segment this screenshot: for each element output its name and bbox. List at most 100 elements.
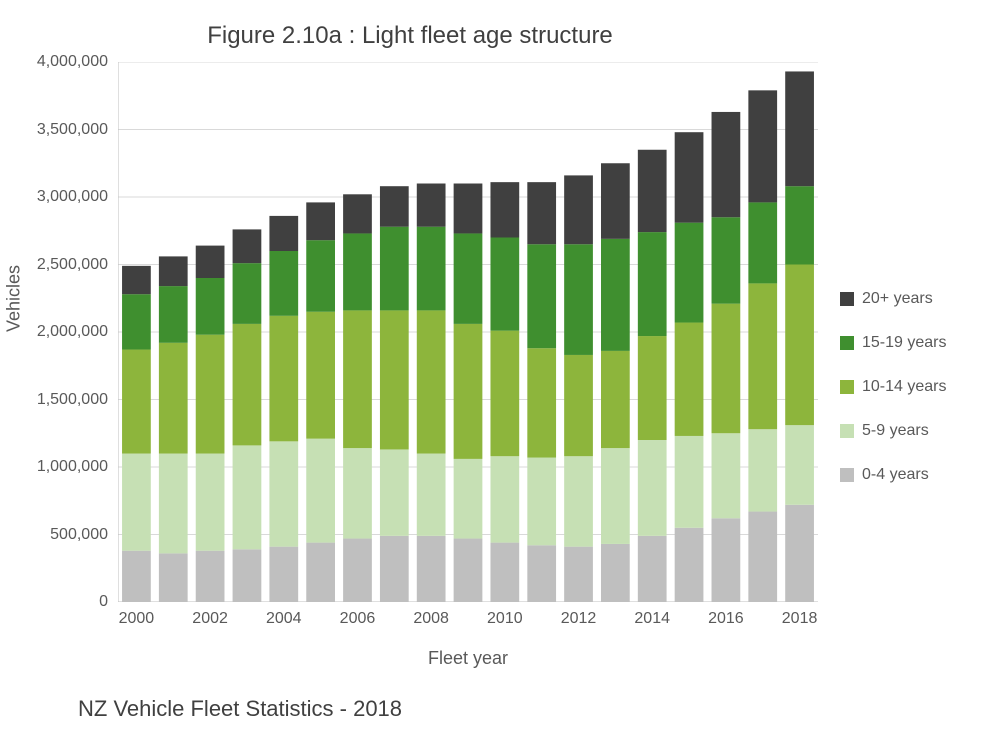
bar-segment (490, 543, 519, 602)
y-tick-label: 3,500,000 (0, 121, 108, 139)
legend-item: 10-14 years (840, 378, 947, 396)
bar-segment (564, 547, 593, 602)
bar-segment (638, 536, 667, 602)
bar-segment (490, 238, 519, 331)
plot-area: Vehicles Fleet year 0500,0001,000,0001,5… (118, 62, 818, 602)
bar-segment (748, 90, 777, 202)
bar-segment (233, 263, 262, 324)
y-tick-label: 3,000,000 (0, 188, 108, 206)
bar-segment (343, 448, 372, 538)
legend-swatch (840, 468, 854, 482)
bar-segment (675, 223, 704, 323)
bar-segment (675, 528, 704, 602)
legend-label: 15-19 years (862, 334, 947, 352)
bar-segment (122, 294, 151, 349)
bar-segment (785, 505, 814, 602)
legend-item: 15-19 years (840, 334, 947, 352)
legend: 20+ years 15-19 years 10-14 years 5-9 years… (840, 290, 947, 510)
bar-segment (490, 331, 519, 457)
bar-segment (748, 202, 777, 283)
bar-segment (159, 553, 188, 602)
bar-segment (269, 547, 298, 602)
bar-segment (748, 512, 777, 602)
legend-item: 5-9 years (840, 422, 947, 440)
y-tick-label: 1,500,000 (0, 391, 108, 409)
bar-segment (343, 539, 372, 602)
bar-segment (601, 544, 630, 602)
x-axis-title: Fleet year (118, 648, 818, 669)
bar-segment (196, 335, 225, 454)
x-tick-label: 2008 (413, 610, 449, 628)
bar-segment (380, 310, 409, 449)
bar-segment (490, 456, 519, 542)
bar-segment (601, 163, 630, 239)
bar-segment (748, 283, 777, 429)
legend-swatch (840, 380, 854, 394)
bar-segment (269, 441, 298, 546)
legend-label: 20+ years (862, 290, 933, 308)
bar-segment (159, 286, 188, 343)
bar-segment (675, 132, 704, 222)
bar-segment (306, 240, 335, 312)
bar-segment (269, 216, 298, 251)
bar-segment (454, 459, 483, 539)
bar-segment (454, 324, 483, 459)
bar-segment (417, 536, 446, 602)
bar-segment (785, 265, 814, 426)
bar-segment (712, 112, 741, 217)
bar-segment (638, 336, 667, 440)
bar-segment (601, 448, 630, 544)
bar-segment (306, 543, 335, 602)
bar-segment (638, 440, 667, 536)
bar-segment (233, 229, 262, 263)
bar-segment (712, 433, 741, 518)
bar-segment (196, 454, 225, 551)
x-tick-label: 2016 (708, 610, 744, 628)
bar-segment (122, 551, 151, 602)
bar-segment (122, 266, 151, 294)
bar-segment (785, 71, 814, 186)
bar-segment (196, 278, 225, 335)
bar-segment (269, 251, 298, 316)
bar-segment (527, 458, 556, 546)
bar-segment (343, 233, 372, 310)
bar-segment (748, 429, 777, 511)
bar-segment (233, 324, 262, 446)
bar-segment (675, 436, 704, 528)
bar-segment (454, 539, 483, 602)
bar-segment (454, 184, 483, 234)
x-tick-label: 2018 (782, 610, 818, 628)
chart-svg (118, 62, 818, 602)
y-tick-label: 500,000 (0, 526, 108, 544)
legend-item: 0-4 years (840, 466, 947, 484)
x-tick-label: 2000 (119, 610, 155, 628)
bar-segment (380, 536, 409, 602)
bar-segment (159, 454, 188, 554)
x-tick-label: 2010 (487, 610, 523, 628)
bar-segment (417, 454, 446, 536)
y-tick-label: 1,000,000 (0, 458, 108, 476)
bar-segment (712, 217, 741, 303)
legend-swatch (840, 292, 854, 306)
y-tick-label: 2,000,000 (0, 323, 108, 341)
y-tick-label: 0 (0, 593, 108, 611)
legend-label: 10-14 years (862, 378, 947, 396)
bar-segment (269, 316, 298, 442)
bar-segment (159, 256, 188, 286)
bar-segment (306, 439, 335, 543)
bar-segment (196, 551, 225, 602)
bar-segment (601, 239, 630, 351)
bar-segment (527, 182, 556, 244)
bar-segment (233, 445, 262, 549)
bar-segment (343, 310, 372, 448)
y-tick-label: 4,000,000 (0, 53, 108, 71)
bar-segment (196, 246, 225, 278)
bar-segment (122, 350, 151, 454)
figure-caption: NZ Vehicle Fleet Statistics - 2018 (78, 696, 402, 722)
chart-title: Figure 2.10a : Light fleet age structure (0, 22, 820, 50)
y-axis-title: Vehicles (4, 265, 25, 332)
bar-segment (564, 355, 593, 456)
bar-segment (233, 549, 262, 602)
bar-segment (785, 186, 814, 264)
bar-segment (527, 244, 556, 348)
